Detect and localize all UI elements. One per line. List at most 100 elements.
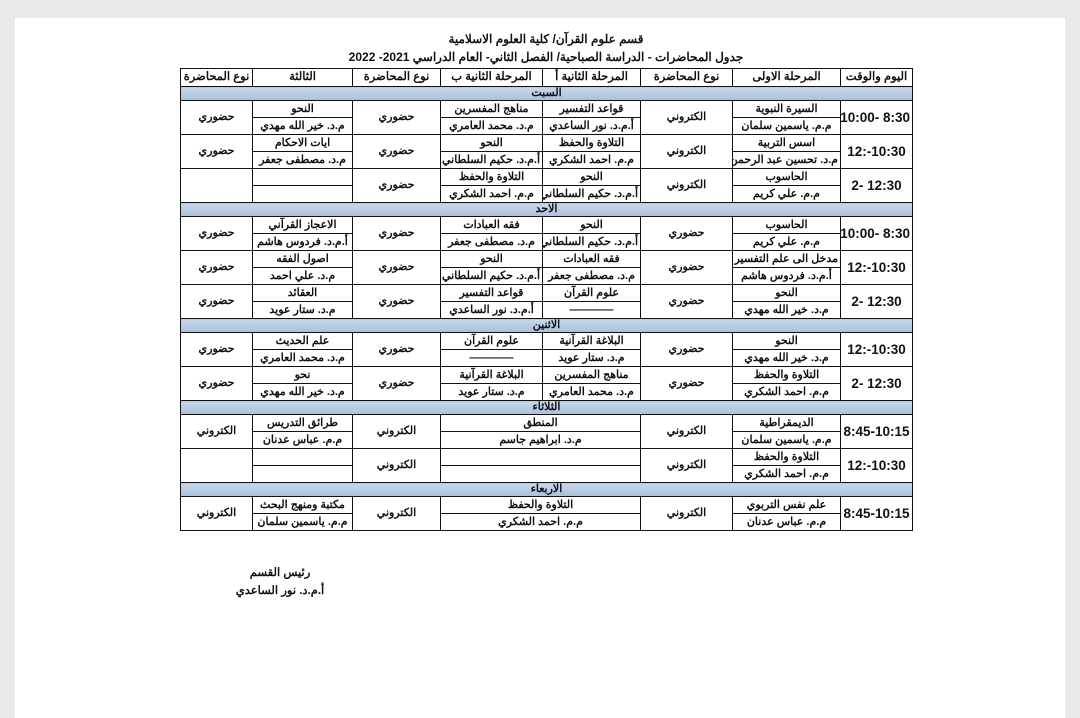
stage2b-subject: التلاوة والحفظ [440, 168, 543, 186]
stage1-subject: السيرة النبوية [732, 100, 841, 118]
slot-row: أ.م.د. فردوس هاشم م.د. مصطفى جعفر أ.م.د. ح… [181, 267, 913, 285]
stage2-teacher: م.م. احمد الشكري [440, 513, 641, 531]
column-header: المرحلة الثانية أ [542, 68, 641, 87]
stage1-teacher: م.م. عباس عدنان [732, 513, 841, 531]
slot-row: م.م. عباس عدنان م.م. احمد الشكري م.م. ياسم… [181, 513, 913, 531]
time-cell: 10:30-:12 [840, 134, 913, 169]
slot-row: 12:30 -2 الحاسوب الكتروني النحو التلاوة والح… [180, 168, 913, 203]
stage2a-subject: البلاغة القرآنية [542, 332, 641, 350]
document-title: قسم علوم القرآن/ كلية العلوم الاسلامية [448, 32, 644, 46]
header-row: اليوم والوقت المرحلة الاولى نوع المحاضرة ال… [180, 68, 913, 87]
day-name: الاحد [180, 202, 913, 217]
time-cell: 12:30 -2 [840, 284, 913, 319]
stage1-teacher: م.م. ياسمين سلمان [732, 431, 841, 449]
stage1-subject: علم نفس التربوي [732, 496, 841, 514]
lecture-type: حضوري [180, 366, 253, 401]
stage3-teacher [252, 185, 353, 203]
lecture-type: حضوري [640, 366, 733, 401]
slot-row: م.م. علي كريم أ.م.د. حكيم السلطاني م.د. مص… [181, 233, 913, 251]
lecture-type: الكتروني [352, 496, 441, 531]
time-cell: 10:30-:12 [840, 250, 913, 285]
stage1-subject: النحو [732, 332, 841, 350]
stage3-teacher: م.د. ستار عويد [252, 301, 353, 319]
slot-row: 10:30-:12 اسس التربية الكتروني التلاوة والح… [180, 134, 913, 169]
lecture-type: الكتروني [180, 414, 253, 449]
lecture-type: حضوري [352, 332, 441, 367]
day-name: السبت [180, 86, 913, 101]
stage1-teacher: م.م. احمد الشكري [732, 465, 841, 483]
slot-row: م.م. ياسمين سلمان م.د. ابراهيم جاسم م.م. ع… [181, 431, 913, 449]
stage2a-teacher: أ.م.د. نور الساعدي [542, 117, 641, 135]
stage1-teacher: م.م. علي كريم [732, 185, 841, 203]
day-row: الاربعاء [180, 482, 913, 497]
slot-row: 8:30 -10:00 السيرة النبوية الكتروني قواعد ا… [180, 100, 913, 135]
stage2a-teacher: ———— [542, 301, 641, 319]
day-row: الاثنين [180, 318, 913, 333]
lecture-type: الكتروني [640, 168, 733, 203]
stage2-subject: التلاوة والحفظ [440, 496, 641, 514]
day-name: الثلاثاء [180, 400, 913, 415]
lecture-type: الكتروني [640, 496, 733, 531]
lecture-type: حضوري [180, 216, 253, 251]
column-header: اليوم والوقت [840, 68, 913, 87]
time-cell: 8:30 -10:00 [840, 100, 913, 135]
stage3-teacher: م.د. محمد العامري [252, 349, 353, 367]
stage2-subject: المنطق [440, 414, 641, 432]
lecture-type: الكتروني [640, 100, 733, 135]
day-name: الاثنين [180, 318, 913, 333]
column-header: نوع المحاضرة [640, 68, 733, 87]
stage2b-teacher: م.د. محمد العامري [440, 117, 543, 135]
lecture-type: حضوري [352, 284, 441, 319]
column-header: الثالثة [252, 68, 353, 87]
slot-row: م.د. خير الله مهدي ———— أ.م.د. نور الساعدي… [181, 301, 913, 319]
stage1-teacher: م.د. تحسين عبد الرحمن [732, 151, 841, 169]
lecture-type: الكتروني [352, 448, 441, 483]
stage2a-teacher: م.د. مصطفى جعفر [542, 267, 641, 285]
stage2a-subject: النحو [542, 168, 641, 186]
stage2a-subject: فقه العبادات [542, 250, 641, 268]
slot-row: 10:30-:12 النحو حضوري البلاغة القرآنية علوم … [180, 332, 913, 367]
lecture-type [180, 448, 253, 483]
stage1-teacher: م.د. خير الله مهدي [732, 349, 841, 367]
stage2b-teacher: م.د. ستار عويد [440, 383, 543, 401]
lecture-type: حضوري [180, 332, 253, 367]
lecture-type: حضوري [352, 134, 441, 169]
slot-row: م.م. احمد الشكري [181, 465, 913, 483]
time-cell: 10:30-:12 [840, 448, 913, 483]
stage3-subject: اصول الفقه [252, 250, 353, 268]
signature-title: رئيس القسم [249, 567, 311, 579]
stage2a-teacher: م.د. محمد العامري [542, 383, 641, 401]
schedule-table: اليوم والوقت المرحلة الاولى نوع المحاضرة ال… [180, 68, 913, 531]
slot-row: 12:30 -2 النحو حضوري علوم القرآن قواعد التفس… [180, 284, 913, 319]
lecture-type: حضوري [352, 168, 441, 203]
stage1-teacher: م.م. علي كريم [732, 233, 841, 251]
stage3-teacher [252, 465, 353, 483]
stage2-teacher [440, 465, 641, 483]
time-cell: 12:30 -2 [840, 168, 913, 203]
stage2b-subject: علوم القرآن [440, 332, 543, 350]
slot-row: 10:30-:12 مدخل الى علم التفسير حضوري فقه ال… [180, 250, 913, 285]
stage3-teacher: م.د. علي احمد [252, 267, 353, 285]
time-cell: 10:30-:12 [840, 332, 913, 367]
slot-row: 12:30 -2 التلاوة والحفظ حضوري مناهج المفسري… [180, 366, 913, 401]
stage2b-teacher: أ.م.د. حكيم السلطاني [440, 267, 543, 285]
stage2b-teacher: أ.م.د. حكيم السلطاني [440, 151, 543, 169]
stage1-teacher: م.م. ياسمين سلمان [732, 117, 841, 135]
lecture-type: حضوري [180, 134, 253, 169]
slot-row: 8:30 -10:00 الحاسوب حضوري النحو فقه العبادات… [180, 216, 913, 251]
stage2b-teacher: م.د. مصطفى جعفر [440, 233, 543, 251]
time-cell: 8:45-10:15 [840, 496, 913, 531]
lecture-type: الكتروني [180, 496, 253, 531]
stage2a-teacher: م.م. احمد الشكري [542, 151, 641, 169]
time-cell: 8:45-10:15 [840, 414, 913, 449]
column-header: المرحلة الاولى [732, 68, 841, 87]
time-cell: 8:30 -10:00 [840, 216, 913, 251]
day-row: الاحد [180, 202, 913, 217]
lecture-type: حضوري [180, 100, 253, 135]
day-name: الاربعاء [180, 482, 913, 497]
column-header: نوع المحاضرة [352, 68, 441, 87]
lecture-type: الكتروني [640, 134, 733, 169]
stage1-teacher: م.م. احمد الشكري [732, 383, 841, 401]
stage3-subject [252, 448, 353, 466]
lecture-type: حضوري [640, 332, 733, 367]
